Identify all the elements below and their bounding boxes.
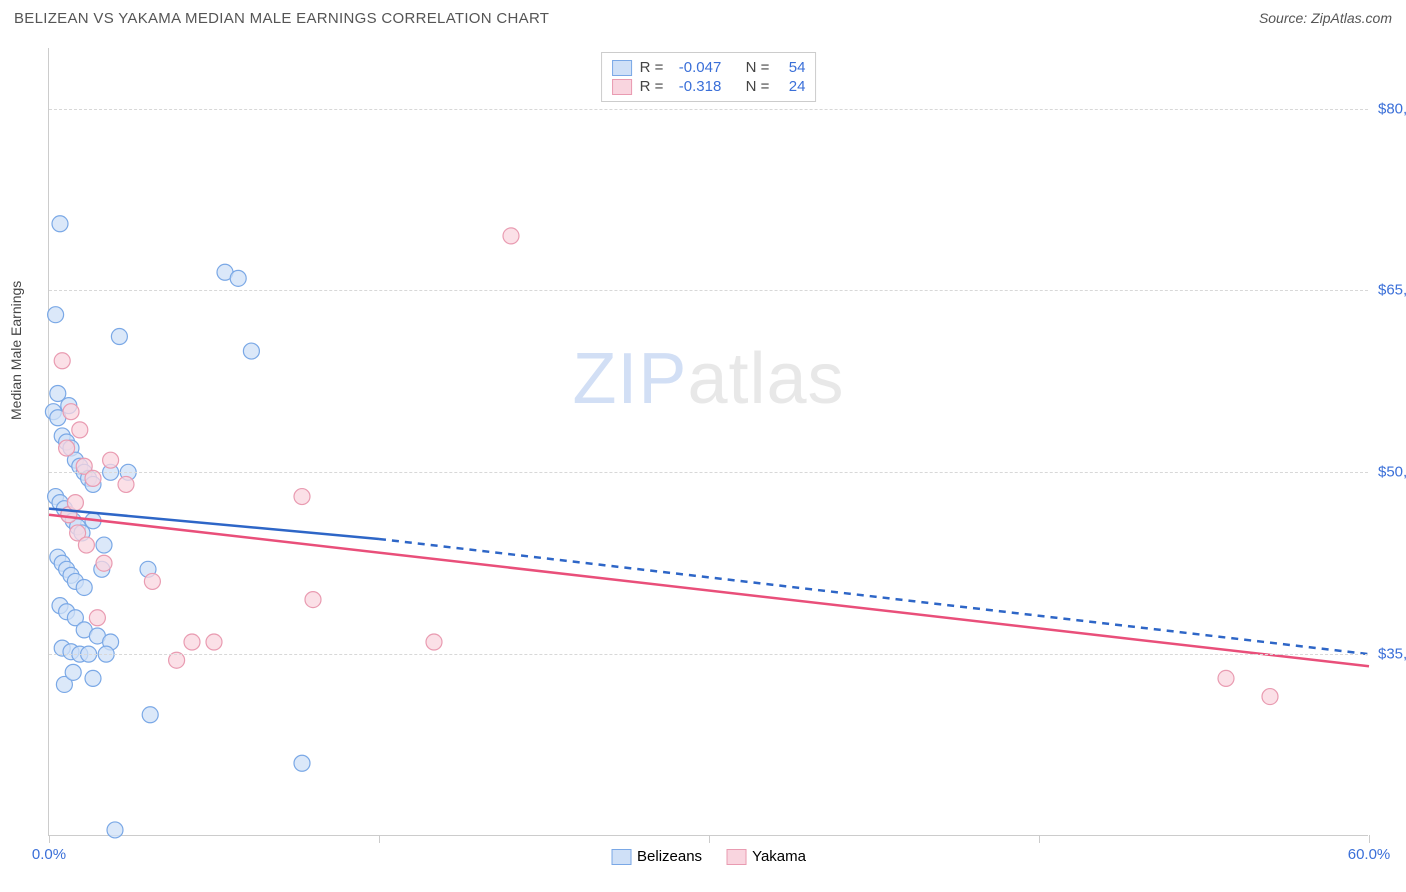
legend-item: Yakama xyxy=(726,848,806,865)
n-value: 24 xyxy=(777,78,805,95)
scatter-point xyxy=(52,216,68,232)
scatter-point xyxy=(54,353,70,369)
x-tick xyxy=(49,835,50,843)
chart-title: BELIZEAN VS YAKAMA MEDIAN MALE EARNINGS … xyxy=(14,10,1392,27)
scatter-point xyxy=(96,555,112,571)
scatter-point xyxy=(294,755,310,771)
scatter-point xyxy=(294,489,310,505)
scatter-point xyxy=(78,537,94,553)
scatter-point xyxy=(107,822,123,838)
scatter-point xyxy=(63,404,79,420)
y-axis-label: Median Male Earnings xyxy=(8,281,24,420)
y-tick-label: $80,000 xyxy=(1370,100,1406,117)
legend-label: Yakama xyxy=(752,848,806,865)
scatter-point xyxy=(76,579,92,595)
scatter-point xyxy=(118,476,134,492)
scatter-point xyxy=(184,634,200,650)
y-tick-label: $50,000 xyxy=(1370,464,1406,481)
scatter-point xyxy=(144,573,160,589)
plot-svg xyxy=(49,48,1368,835)
n-label: N = xyxy=(746,59,770,76)
scatter-point xyxy=(230,270,246,286)
scatter-point xyxy=(48,307,64,323)
scatter-point xyxy=(89,610,105,626)
legend: Belizeans Yakama xyxy=(611,848,806,865)
scatter-point xyxy=(243,343,259,359)
series-swatch-icon xyxy=(612,79,632,95)
r-label: R = xyxy=(640,59,664,76)
correlation-stats-box: R = -0.047 N = 54 R = -0.318 N = 24 xyxy=(601,52,817,102)
source-label: Source: ZipAtlas.com xyxy=(1259,10,1392,26)
scatter-point xyxy=(206,634,222,650)
stats-row: R = -0.318 N = 24 xyxy=(612,78,806,95)
trend-line xyxy=(49,515,1369,667)
scatter-point xyxy=(111,329,127,345)
scatter-point xyxy=(96,537,112,553)
x-tick xyxy=(1369,835,1370,843)
r-value: -0.318 xyxy=(671,78,721,95)
x-tick-label-min: 0.0% xyxy=(32,846,66,863)
gridline xyxy=(49,472,1368,473)
scatter-point xyxy=(1218,670,1234,686)
scatter-point xyxy=(503,228,519,244)
scatter-point xyxy=(65,664,81,680)
scatter-point xyxy=(85,670,101,686)
scatter-point xyxy=(426,634,442,650)
gridline xyxy=(49,109,1368,110)
scatter-point xyxy=(1262,689,1278,705)
x-tick xyxy=(379,835,380,843)
x-tick xyxy=(1039,835,1040,843)
scatter-point xyxy=(142,707,158,723)
r-label: R = xyxy=(640,78,664,95)
x-tick xyxy=(709,835,710,843)
legend-swatch-icon xyxy=(611,849,631,865)
n-value: 54 xyxy=(777,59,805,76)
legend-label: Belizeans xyxy=(637,848,702,865)
gridline xyxy=(49,654,1368,655)
r-value: -0.047 xyxy=(671,59,721,76)
chart-plot-area: ZIPatlas R =-0.047 N =54R =-0.318 N =24 … xyxy=(48,48,1368,836)
scatter-point xyxy=(59,440,75,456)
y-tick-label: $65,000 xyxy=(1370,282,1406,299)
legend-item: Belizeans xyxy=(611,848,702,865)
stats-row: R = -0.047 N = 54 xyxy=(612,59,806,76)
series-swatch-icon xyxy=(612,60,632,76)
trend-line xyxy=(379,539,1369,654)
gridline xyxy=(49,290,1368,291)
n-label: N = xyxy=(746,78,770,95)
scatter-point xyxy=(67,495,83,511)
scatter-point xyxy=(305,592,321,608)
legend-swatch-icon xyxy=(726,849,746,865)
scatter-point xyxy=(103,452,119,468)
scatter-point xyxy=(72,422,88,438)
y-tick-label: $35,000 xyxy=(1370,646,1406,663)
x-tick-label-max: 60.0% xyxy=(1348,846,1391,863)
